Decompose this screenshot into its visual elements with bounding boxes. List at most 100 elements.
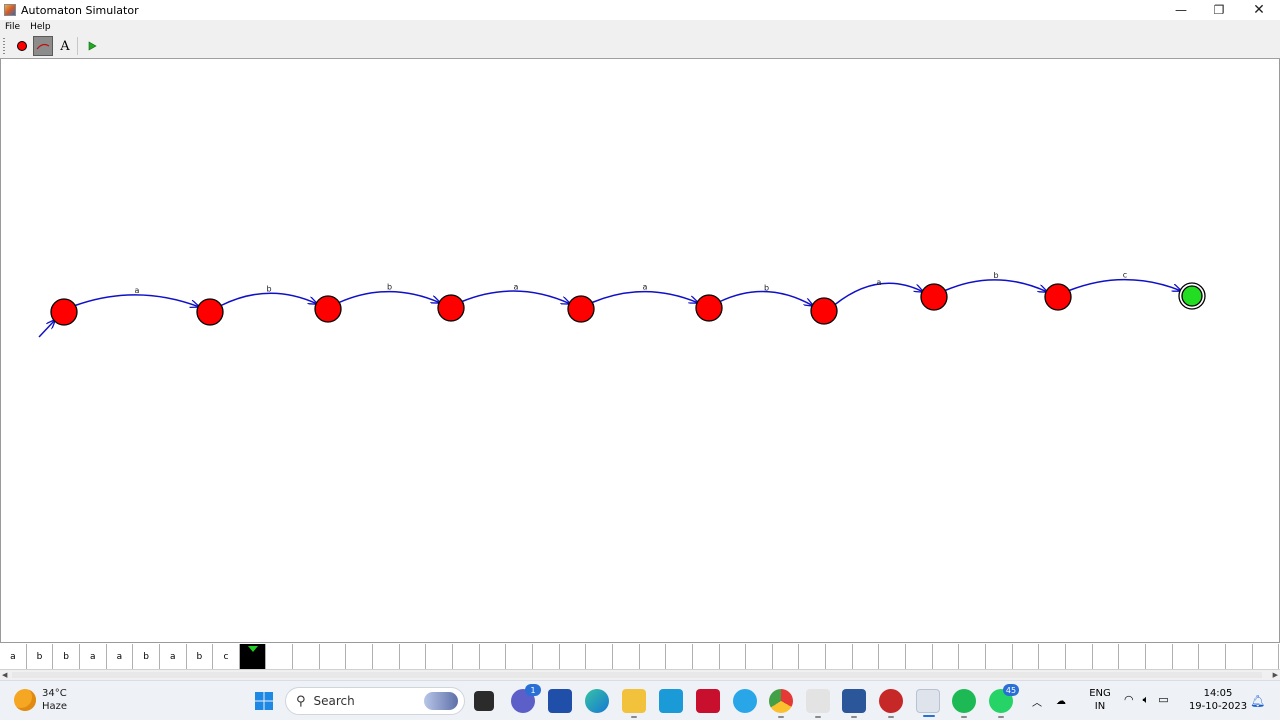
restore-button[interactable]: ❐	[1213, 3, 1225, 17]
tape-cell[interactable]	[1066, 644, 1093, 669]
tape-cell[interactable]	[826, 644, 853, 669]
transition-label-5[interactable]: b	[764, 284, 769, 293]
file-explorer-icon[interactable]	[622, 689, 646, 718]
transition-label-3[interactable]: a	[514, 283, 519, 292]
tape-cell[interactable]	[879, 644, 907, 669]
tape-cell[interactable]	[640, 644, 667, 669]
tape-cell[interactable]	[613, 644, 640, 669]
status-icons[interactable]: ◠ 🔈︎ ▭	[1124, 693, 1169, 707]
tape-cell[interactable]: b	[27, 644, 54, 669]
tape-cell[interactable]	[773, 644, 800, 669]
show-hidden-icons-icon[interactable]: ︿	[1032, 697, 1042, 709]
state-node[interactable]	[567, 295, 595, 323]
clock[interactable]: 14:05 19-10-2023	[1188, 687, 1248, 713]
tape-cell[interactable]	[906, 644, 933, 669]
add-text-button[interactable]: A	[55, 36, 75, 56]
transition-arrow-3[interactable]	[461, 290, 570, 304]
skype-icon[interactable]	[733, 689, 757, 713]
tape-cell[interactable]	[1013, 644, 1040, 669]
start-button[interactable]	[252, 689, 276, 713]
whatsapp-icon[interactable]: 45	[989, 684, 1019, 718]
state-node[interactable]	[1044, 283, 1072, 311]
transition-label-0[interactable]: a	[135, 286, 140, 295]
language-indicator[interactable]: ENG IN	[1086, 687, 1114, 713]
tape-cell[interactable]	[986, 644, 1013, 669]
transition-arrow-0[interactable]	[74, 294, 199, 307]
tape-cell[interactable]	[267, 644, 294, 669]
state-node[interactable]	[810, 297, 838, 325]
tape-cell[interactable]	[720, 644, 747, 669]
transition-label-1[interactable]: b	[266, 285, 271, 294]
tape-cell[interactable]	[346, 644, 374, 669]
tape-cell[interactable]	[533, 644, 560, 669]
tape-cell[interactable]	[933, 644, 960, 669]
teams-chat-icon[interactable]: 1	[511, 684, 541, 713]
tape-cell[interactable]	[373, 644, 400, 669]
tape-head-cell[interactable]	[239, 644, 267, 669]
tape-cell[interactable]: a	[80, 644, 107, 669]
add-transition-button[interactable]	[33, 36, 53, 56]
transition-label-2[interactable]: b	[387, 283, 392, 292]
tape-cell[interactable]	[453, 644, 480, 669]
devcpp-icon[interactable]	[879, 689, 903, 718]
run-button[interactable]	[82, 36, 102, 56]
tape-cell[interactable]	[320, 644, 347, 669]
state-node[interactable]	[920, 283, 948, 311]
notification-bell-icon[interactable]: 🔔︎	[1250, 694, 1266, 708]
tape-cell[interactable]	[293, 644, 320, 669]
tape-cell[interactable]	[1199, 644, 1226, 669]
transition-arrow-7[interactable]	[944, 279, 1047, 292]
tape-cell[interactable]	[1039, 644, 1066, 669]
java-app-icon[interactable]	[806, 689, 830, 718]
transition-label-6[interactable]: a	[877, 278, 882, 287]
tape-cell[interactable]	[959, 644, 987, 669]
tape-cell[interactable]	[506, 644, 533, 669]
tape-cell[interactable]	[1253, 644, 1280, 669]
minimize-button[interactable]: —	[1175, 3, 1187, 17]
menu-file[interactable]: File	[5, 21, 21, 32]
tape-cell[interactable]	[693, 644, 720, 669]
tape-cell[interactable]	[1146, 644, 1173, 669]
chrome-icon[interactable]	[769, 689, 793, 718]
transition-arrow-5[interactable]	[719, 290, 813, 305]
tape-cell[interactable]	[400, 644, 427, 669]
tape-cell[interactable]	[800, 644, 827, 669]
onedrive-cloud-icon[interactable]: ☁	[1056, 695, 1066, 707]
automaton-simulator-taskbar-icon[interactable]	[916, 689, 940, 717]
menu-help[interactable]: Help	[30, 21, 51, 32]
tape-cell[interactable]	[1173, 644, 1200, 669]
state-node[interactable]	[196, 298, 224, 326]
add-state-button[interactable]	[12, 36, 32, 56]
tape-cell[interactable]	[666, 644, 693, 669]
state-node[interactable]	[314, 295, 342, 323]
automaton-canvas[interactable]: a b b a a b a b c	[0, 59, 1280, 642]
tape-cell[interactable]	[1119, 644, 1146, 669]
tape-cell[interactable]	[853, 644, 880, 669]
scrollbar-thumb[interactable]	[12, 672, 1262, 678]
transition-arrow-4[interactable]	[591, 290, 698, 303]
tape-cell[interactable]	[480, 644, 507, 669]
toolbar-grip[interactable]	[3, 38, 5, 54]
hp-app-icon[interactable]	[659, 689, 683, 713]
transition-label-7[interactable]: b	[993, 271, 998, 280]
automaton-diagram[interactable]: a b b a a b a b c	[1, 59, 1279, 642]
tape-cell[interactable]	[426, 644, 454, 669]
state-node[interactable]	[695, 294, 723, 322]
state-node[interactable]	[437, 294, 465, 322]
task-view-icon[interactable]	[474, 691, 494, 711]
taskbar-search[interactable]: ⚲ Search	[285, 687, 465, 715]
tape-cell[interactable]	[586, 644, 613, 669]
tape-cell[interactable]: a	[160, 644, 187, 669]
tape-cell[interactable]: b	[187, 644, 214, 669]
tape-cell[interactable]: c	[213, 644, 240, 669]
tape-cell[interactable]	[746, 644, 773, 669]
tape-cell[interactable]: a	[107, 644, 134, 669]
edge-browser-icon[interactable]	[585, 689, 609, 713]
weather-widget[interactable]: 34°C Haze	[14, 687, 67, 713]
tape-cell[interactable]	[1093, 644, 1120, 669]
tape-cell[interactable]: b	[53, 644, 80, 669]
tape-cell[interactable]	[1226, 644, 1253, 669]
tape-cell[interactable]	[560, 644, 587, 669]
scroll-left-icon[interactable]: ◀	[2, 671, 8, 679]
spotify-icon[interactable]	[952, 689, 976, 718]
